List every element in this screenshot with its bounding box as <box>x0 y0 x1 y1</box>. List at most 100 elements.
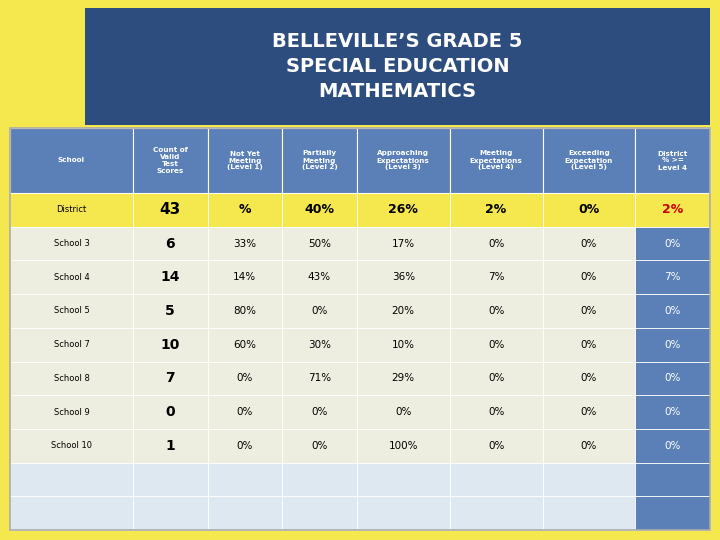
FancyBboxPatch shape <box>133 496 207 530</box>
Text: 0%: 0% <box>581 373 597 383</box>
FancyBboxPatch shape <box>10 328 133 361</box>
FancyBboxPatch shape <box>282 496 357 530</box>
Text: 0%: 0% <box>665 407 681 417</box>
FancyBboxPatch shape <box>207 361 282 395</box>
FancyBboxPatch shape <box>10 496 133 530</box>
Text: Count of
Valid
Test
Scores: Count of Valid Test Scores <box>153 147 188 174</box>
FancyBboxPatch shape <box>85 8 710 125</box>
FancyBboxPatch shape <box>10 294 133 328</box>
Text: 0%: 0% <box>237 407 253 417</box>
Text: 2%: 2% <box>662 204 683 217</box>
Text: 0%: 0% <box>237 373 253 383</box>
Text: Approaching
Expectations
(Level 3): Approaching Expectations (Level 3) <box>377 151 430 171</box>
FancyBboxPatch shape <box>542 328 635 361</box>
FancyBboxPatch shape <box>450 429 542 463</box>
Text: 0%: 0% <box>488 239 504 248</box>
FancyBboxPatch shape <box>357 429 450 463</box>
FancyBboxPatch shape <box>207 328 282 361</box>
Text: 0%: 0% <box>581 306 597 316</box>
FancyBboxPatch shape <box>10 128 133 193</box>
FancyBboxPatch shape <box>542 294 635 328</box>
Text: 0%: 0% <box>581 441 597 451</box>
Text: 0%: 0% <box>581 340 597 350</box>
Text: 10%: 10% <box>392 340 415 350</box>
Text: 0: 0 <box>166 405 175 419</box>
Text: 0%: 0% <box>581 407 597 417</box>
Text: 43%: 43% <box>308 272 331 282</box>
FancyBboxPatch shape <box>133 128 207 193</box>
FancyBboxPatch shape <box>133 361 207 395</box>
FancyBboxPatch shape <box>282 395 357 429</box>
Text: School 4: School 4 <box>53 273 89 282</box>
FancyBboxPatch shape <box>207 496 282 530</box>
FancyBboxPatch shape <box>207 463 282 496</box>
Text: 0%: 0% <box>488 407 504 417</box>
Text: 0%: 0% <box>665 373 681 383</box>
FancyBboxPatch shape <box>450 128 542 193</box>
FancyBboxPatch shape <box>635 496 710 530</box>
FancyBboxPatch shape <box>542 361 635 395</box>
Text: Exceeding
Expectation
(Level 5): Exceeding Expectation (Level 5) <box>564 151 613 171</box>
Text: 0%: 0% <box>665 340 681 350</box>
Text: 7%: 7% <box>665 272 681 282</box>
FancyBboxPatch shape <box>133 429 207 463</box>
Text: 0%: 0% <box>311 306 328 316</box>
Text: 0%: 0% <box>237 441 253 451</box>
FancyBboxPatch shape <box>542 395 635 429</box>
FancyBboxPatch shape <box>357 395 450 429</box>
Text: 10: 10 <box>161 338 180 352</box>
Text: 40%: 40% <box>305 204 335 217</box>
Text: 0%: 0% <box>488 306 504 316</box>
Text: 29%: 29% <box>392 373 415 383</box>
FancyBboxPatch shape <box>10 395 133 429</box>
Text: District
% >=
Level 4: District % >= Level 4 <box>657 151 688 171</box>
Text: 2%: 2% <box>485 204 507 217</box>
FancyBboxPatch shape <box>357 294 450 328</box>
FancyBboxPatch shape <box>635 429 710 463</box>
FancyBboxPatch shape <box>133 294 207 328</box>
FancyBboxPatch shape <box>357 260 450 294</box>
FancyBboxPatch shape <box>542 193 635 227</box>
FancyBboxPatch shape <box>357 193 450 227</box>
Text: School 5: School 5 <box>53 307 89 315</box>
Text: 7%: 7% <box>488 272 504 282</box>
FancyBboxPatch shape <box>10 260 133 294</box>
FancyBboxPatch shape <box>635 328 710 361</box>
FancyBboxPatch shape <box>635 193 710 227</box>
FancyBboxPatch shape <box>635 361 710 395</box>
Text: 50%: 50% <box>308 239 331 248</box>
FancyBboxPatch shape <box>357 496 450 530</box>
Text: 0%: 0% <box>578 204 600 217</box>
Text: Meeting
Expectations
(Level 4): Meeting Expectations (Level 4) <box>469 151 523 171</box>
FancyBboxPatch shape <box>635 128 710 193</box>
FancyBboxPatch shape <box>207 193 282 227</box>
FancyBboxPatch shape <box>542 227 635 260</box>
FancyBboxPatch shape <box>357 463 450 496</box>
FancyBboxPatch shape <box>207 395 282 429</box>
FancyBboxPatch shape <box>357 227 450 260</box>
Text: 0%: 0% <box>665 441 681 451</box>
Text: 0%: 0% <box>488 373 504 383</box>
FancyBboxPatch shape <box>133 260 207 294</box>
FancyBboxPatch shape <box>10 227 133 260</box>
FancyBboxPatch shape <box>282 294 357 328</box>
Text: Not Yet
Meeting
(Level 1): Not Yet Meeting (Level 1) <box>227 151 263 171</box>
FancyBboxPatch shape <box>282 429 357 463</box>
Text: 100%: 100% <box>389 441 418 451</box>
FancyBboxPatch shape <box>635 395 710 429</box>
FancyBboxPatch shape <box>10 193 133 227</box>
FancyBboxPatch shape <box>450 496 542 530</box>
Text: 7: 7 <box>166 372 175 386</box>
Text: 0%: 0% <box>488 340 504 350</box>
Text: School 9: School 9 <box>53 408 89 416</box>
FancyBboxPatch shape <box>542 463 635 496</box>
Text: 36%: 36% <box>392 272 415 282</box>
FancyBboxPatch shape <box>207 128 282 193</box>
FancyBboxPatch shape <box>450 227 542 260</box>
Text: 0%: 0% <box>665 306 681 316</box>
FancyBboxPatch shape <box>10 463 133 496</box>
Text: School 8: School 8 <box>53 374 89 383</box>
FancyBboxPatch shape <box>133 463 207 496</box>
Text: 60%: 60% <box>233 340 256 350</box>
Text: 0%: 0% <box>581 239 597 248</box>
